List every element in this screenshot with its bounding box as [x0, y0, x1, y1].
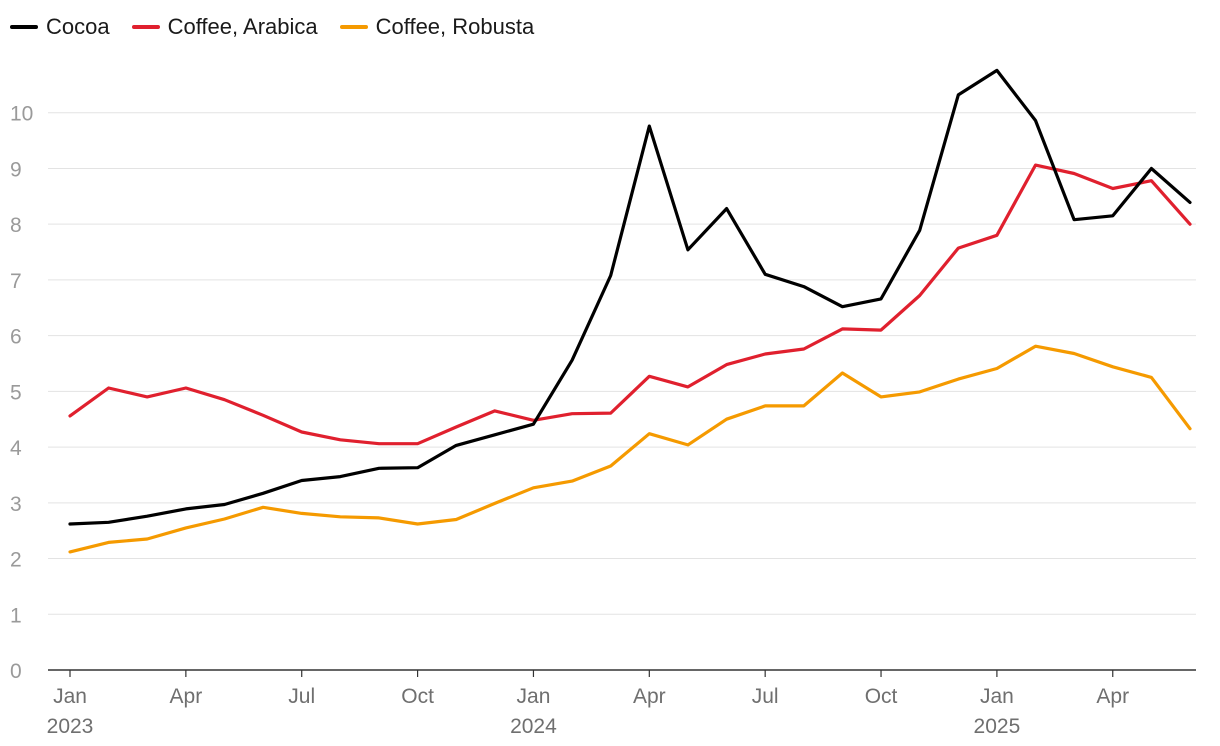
y-tick-label-1: 1 [10, 604, 22, 627]
legend: Cocoa Coffee, Arabica Coffee, Robusta [10, 14, 534, 40]
x-tick-year-2023: 2023 [47, 715, 94, 738]
x-tick-label-2024-04: Apr [633, 685, 666, 708]
legend-swatch-cocoa [10, 25, 38, 29]
y-tick-label-9: 9 [10, 158, 22, 181]
legend-item-cocoa: Cocoa [10, 14, 110, 40]
x-tick-year-2024: 2024 [510, 715, 557, 738]
legend-item-coffee-arabica: Coffee, Arabica [131, 14, 318, 40]
legend-label-coffee-robusta: Coffee, Robusta [375, 14, 535, 39]
y-tick-label-10: 10 [10, 103, 33, 126]
series-line-cocoa [68, 68, 1192, 526]
y-tick-label-2: 2 [10, 549, 22, 572]
y-tick-label-0: 0 [10, 660, 22, 683]
series-line-coffee-robusta [68, 344, 1192, 554]
legend-item-coffee-robusta: Coffee, Robusta [339, 14, 535, 40]
y-tick-label-8: 8 [10, 214, 22, 237]
x-tick-label-2023-10: Oct [401, 685, 434, 708]
x-tick-label-2024-01: Jan [517, 685, 551, 708]
legend-label-cocoa: Cocoa [46, 14, 110, 39]
x-tick-label-2024-10: Oct [865, 685, 898, 708]
legend-swatch-coffee-robusta [339, 25, 368, 29]
series-layer [68, 68, 1192, 554]
x-tick-label-2023-01: Jan [53, 685, 87, 708]
y-tick-label-7: 7 [10, 270, 22, 293]
y-tick-label-6: 6 [10, 326, 22, 349]
x-tick-label-2023-07: Jul [288, 685, 315, 708]
x-tick-label-2025-01: Jan [980, 685, 1014, 708]
y-tick-label-3: 3 [10, 493, 22, 516]
x-axis-ticks: Jan 2023 Apr Jul Oct Jan 2024 Apr Jul Oct Jan 2025 A… [47, 670, 1129, 738]
y-tick-label-5: 5 [10, 381, 22, 404]
x-tick-label-2025-04: Apr [1096, 685, 1129, 708]
y-axis-ticks: 0 1 2 3 4 5 6 7 8 9 10 [10, 103, 33, 683]
legend-swatch-coffee-arabica [131, 25, 160, 29]
legend-label-coffee-arabica: Coffee, Arabica [167, 14, 318, 39]
series-line-coffee-arabica [68, 163, 1192, 446]
x-tick-year-2025: 2025 [974, 715, 1021, 738]
y-tick-label-4: 4 [10, 437, 22, 460]
grid-layer [48, 112, 1196, 615]
x-tick-label-2023-04: Apr [170, 685, 203, 708]
x-tick-label-2024-07: Jul [752, 685, 779, 708]
